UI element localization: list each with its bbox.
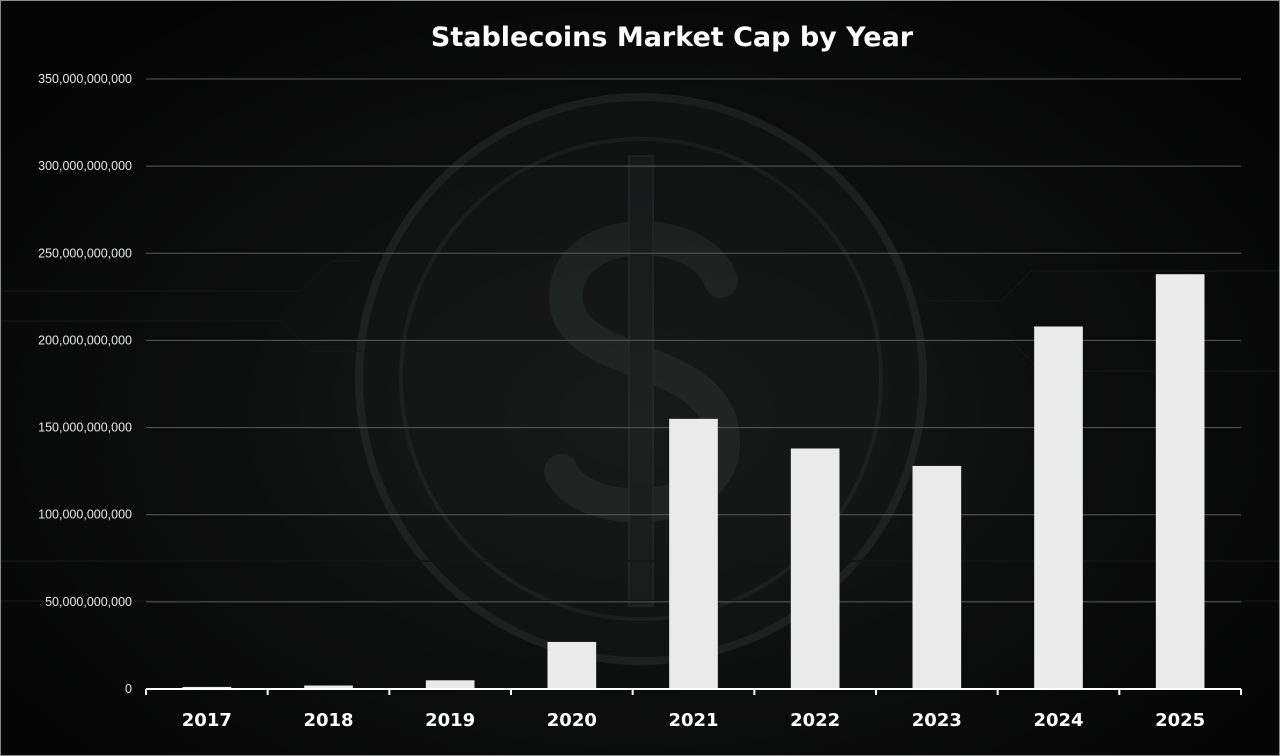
bar-2021 (669, 418, 718, 689)
bar-2017 (182, 686, 232, 689)
x-tick-label: 2022 (790, 710, 840, 731)
bar-2023 (912, 465, 962, 689)
y-tick-label: 250,000,000,000 (38, 246, 132, 260)
bar-2025 (1155, 274, 1205, 689)
y-tick-label: 150,000,000,000 (38, 421, 132, 435)
y-tick-label: 0 (125, 682, 132, 696)
x-tick-label: 2024 (1033, 710, 1083, 731)
y-tick-label: 300,000,000,000 (38, 159, 132, 173)
x-tick-label: 2017 (182, 710, 232, 731)
x-tick-label: 2021 (668, 710, 718, 731)
bar-2020 (547, 641, 597, 689)
x-tick-label: 2023 (912, 710, 962, 731)
bar-2019 (425, 680, 475, 689)
bar-2018 (304, 685, 353, 689)
x-tick-label: 2025 (1155, 710, 1205, 731)
y-tick-label: 100,000,000,000 (38, 508, 132, 522)
x-tick-label: 2020 (547, 710, 597, 731)
y-tick-label: 200,000,000,000 (38, 333, 132, 347)
bar-2024 (1034, 326, 1083, 689)
bars (182, 274, 1205, 689)
y-axis-tick-labels: 0 50,000,000,000 100,000,000,000 150,000,00… (38, 72, 132, 696)
y-tick-label: 50,000,000,000 (45, 595, 132, 609)
bar-2022 (790, 448, 840, 689)
x-axis-tick-labels: 2017 2018 2019 2020 2021 2022 2023 2024 2025 (182, 710, 1205, 731)
x-tick-label: 2019 (425, 710, 475, 731)
chart-title: Stablecoins Market Cap by Year (431, 22, 914, 53)
y-tick-label: 350,000,000,000 (38, 72, 132, 86)
x-axis (145, 688, 1242, 695)
x-tick-label: 2018 (303, 710, 353, 731)
dollar-coin-icon (1, 93, 1279, 665)
